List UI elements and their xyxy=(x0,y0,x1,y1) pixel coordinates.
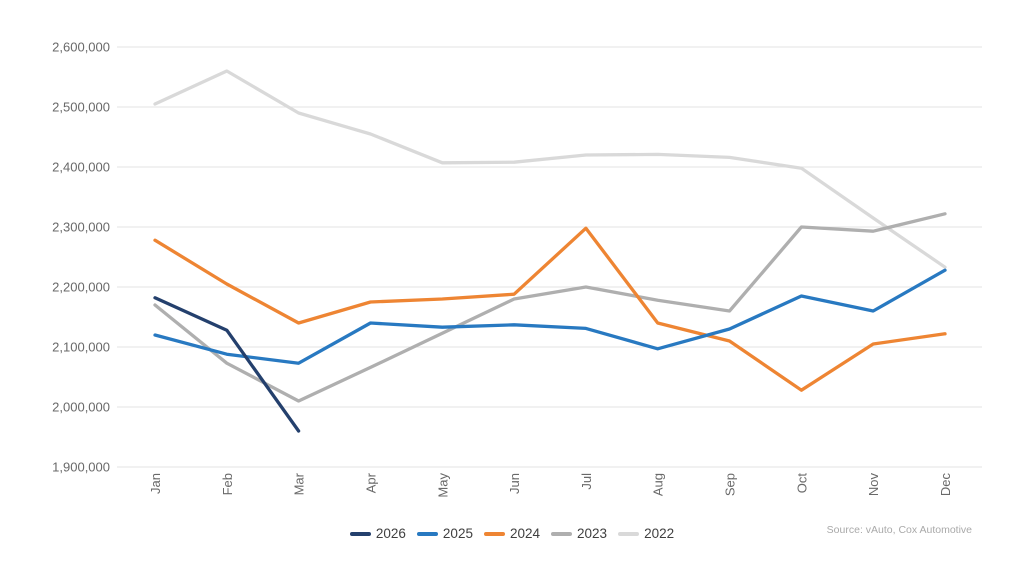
x-axis-label: Apr xyxy=(363,472,378,493)
legend-swatch-2023 xyxy=(551,531,573,536)
y-axis-label: 2,100,000 xyxy=(52,340,110,355)
x-axis-label: Sep xyxy=(723,473,738,496)
legend-label-2022: 2022 xyxy=(644,526,675,541)
y-axis-label: 2,300,000 xyxy=(52,220,110,235)
series-line-2025 xyxy=(153,268,947,365)
y-axis-label: 2,400,000 xyxy=(52,160,110,175)
legend-swatch-2024 xyxy=(483,531,505,536)
series-line-2022 xyxy=(153,69,947,269)
legend-item-2023: 2023 xyxy=(551,527,607,541)
legend-label-2025: 2025 xyxy=(442,526,473,541)
series-line-2026 xyxy=(153,296,301,433)
x-axis-label: Oct xyxy=(794,473,809,494)
legend-swatch-2022 xyxy=(618,531,640,536)
y-axis-label: 2,200,000 xyxy=(52,280,110,295)
y-axis-label: 2,600,000 xyxy=(52,40,110,55)
y-axis-label: 1,900,000 xyxy=(52,460,110,475)
legend-label-2024: 2024 xyxy=(509,526,541,541)
legend-swatch-2026 xyxy=(349,531,371,536)
legend-item-2024: 2024 xyxy=(483,526,541,541)
x-axis-label: Jun xyxy=(507,473,522,494)
y-axis-label: 2,500,000 xyxy=(52,100,110,115)
x-axis-label: Aug xyxy=(651,473,666,496)
x-axis-label: Feb xyxy=(220,473,235,495)
legend-item-2026: 2026 xyxy=(349,526,406,541)
x-axis-label: May xyxy=(435,473,450,498)
source-note: Source: vAuto, Cox Automotive xyxy=(826,524,972,536)
series-line-2023 xyxy=(153,212,947,403)
x-axis-label: Dec xyxy=(938,473,953,497)
legend-item-2025: 2025 xyxy=(416,526,473,541)
x-axis-label: Jul xyxy=(579,473,594,490)
legend-item-2022: 2022 xyxy=(618,527,674,541)
legend-label-2026: 2026 xyxy=(375,526,406,541)
y-axis-label: 2,000,000 xyxy=(52,400,110,415)
chart-legend: 2026 2025 2024 2023 2022 xyxy=(0,527,1024,541)
x-axis-label: Mar xyxy=(292,472,307,495)
x-axis-label: Jan xyxy=(148,473,163,494)
legend-swatch-2025 xyxy=(416,531,438,536)
series-line-2024 xyxy=(153,226,947,392)
legend-label-2023: 2023 xyxy=(577,526,608,541)
x-axis-label: Nov xyxy=(866,473,881,497)
